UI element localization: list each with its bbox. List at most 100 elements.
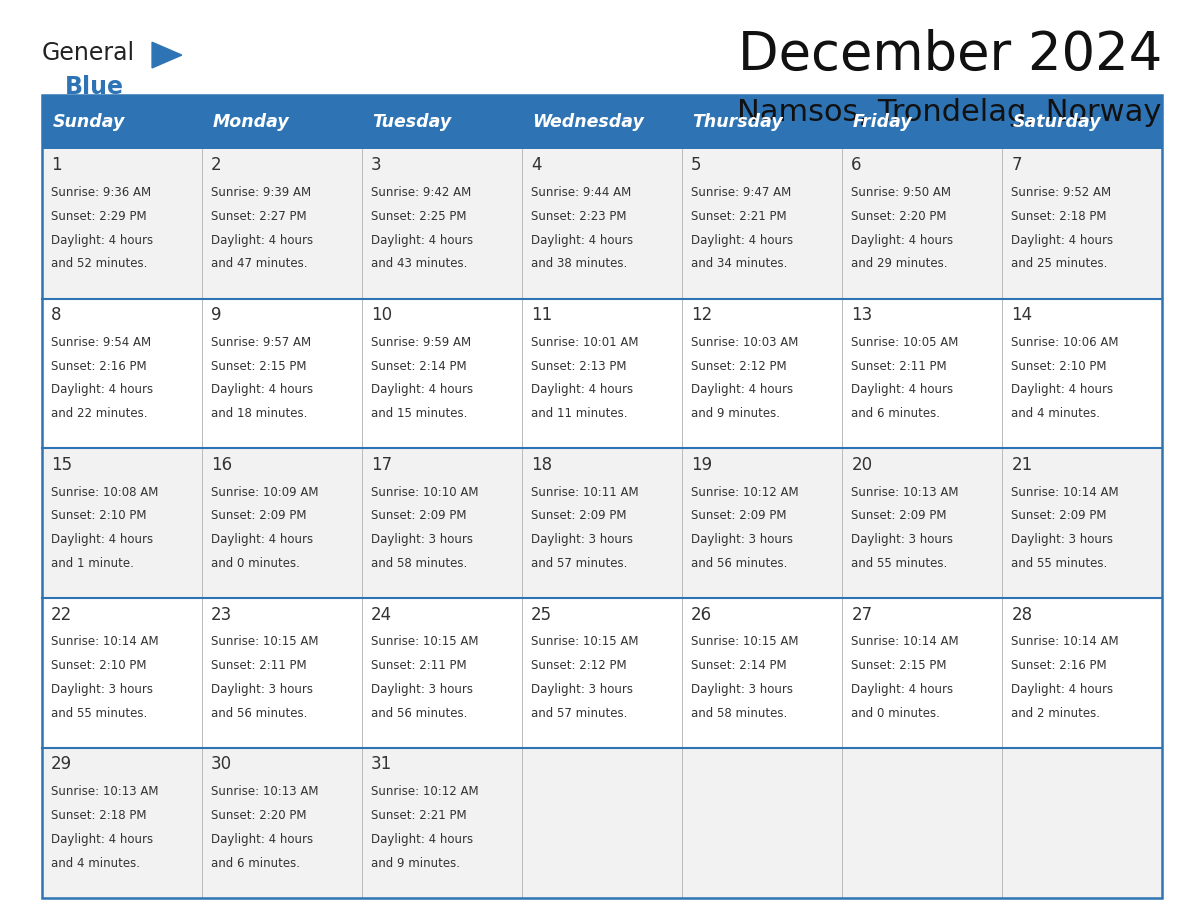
Text: Sunrise: 9:50 AM: Sunrise: 9:50 AM [852, 185, 952, 199]
Text: 22: 22 [51, 606, 72, 623]
Text: 24: 24 [371, 606, 392, 623]
Text: Sunrise: 10:10 AM: Sunrise: 10:10 AM [371, 486, 479, 498]
Text: Daylight: 4 hours: Daylight: 4 hours [211, 833, 314, 845]
Text: 15: 15 [51, 455, 72, 474]
Text: Daylight: 3 hours: Daylight: 3 hours [51, 683, 153, 696]
Bar [202, 298, 361, 448]
Text: and 15 minutes.: and 15 minutes. [371, 408, 468, 420]
Text: 18: 18 [531, 455, 552, 474]
Text: 10: 10 [371, 306, 392, 324]
Text: Sunday: Sunday [52, 113, 125, 131]
Text: Sunrise: 9:36 AM: Sunrise: 9:36 AM [51, 185, 151, 199]
Text: Monday: Monday [213, 113, 289, 131]
Text: Sunrise: 10:14 AM: Sunrise: 10:14 AM [1011, 635, 1119, 648]
Bar [682, 748, 842, 898]
Text: Sunrise: 10:13 AM: Sunrise: 10:13 AM [852, 486, 959, 498]
Text: 21: 21 [1011, 455, 1032, 474]
Polygon shape [152, 42, 182, 68]
Bar [42, 599, 202, 748]
Text: Sunrise: 10:15 AM: Sunrise: 10:15 AM [371, 635, 479, 648]
Text: and 52 minutes.: and 52 minutes. [51, 257, 147, 271]
Text: and 11 minutes.: and 11 minutes. [531, 408, 627, 420]
Text: Sunrise: 10:13 AM: Sunrise: 10:13 AM [211, 785, 318, 798]
Text: and 58 minutes.: and 58 minutes. [371, 557, 467, 570]
Bar [1001, 95, 1162, 149]
Text: and 56 minutes.: and 56 minutes. [211, 707, 308, 720]
Text: Daylight: 4 hours: Daylight: 4 hours [691, 234, 794, 247]
Text: and 56 minutes.: and 56 minutes. [371, 707, 468, 720]
Text: Sunrise: 10:01 AM: Sunrise: 10:01 AM [531, 336, 639, 349]
Text: Daylight: 3 hours: Daylight: 3 hours [1011, 533, 1113, 546]
Text: and 1 minute.: and 1 minute. [51, 557, 134, 570]
Bar [522, 298, 682, 448]
Text: Sunrise: 10:15 AM: Sunrise: 10:15 AM [531, 635, 639, 648]
Bar [202, 748, 361, 898]
Text: Sunrise: 10:05 AM: Sunrise: 10:05 AM [852, 336, 959, 349]
Text: Sunset: 2:20 PM: Sunset: 2:20 PM [852, 209, 947, 223]
Text: and 2 minutes.: and 2 minutes. [1011, 707, 1100, 720]
Text: Sunrise: 9:54 AM: Sunrise: 9:54 AM [51, 336, 151, 349]
Text: Daylight: 4 hours: Daylight: 4 hours [852, 384, 954, 397]
Text: and 57 minutes.: and 57 minutes. [531, 557, 627, 570]
Text: Sunrise: 10:14 AM: Sunrise: 10:14 AM [1011, 486, 1119, 498]
Text: Daylight: 4 hours: Daylight: 4 hours [852, 683, 954, 696]
Text: 28: 28 [1011, 606, 1032, 623]
Text: Sunset: 2:18 PM: Sunset: 2:18 PM [51, 809, 146, 822]
Bar [1001, 448, 1162, 599]
Text: Daylight: 4 hours: Daylight: 4 hours [1011, 683, 1113, 696]
Bar [842, 748, 1001, 898]
Text: Daylight: 4 hours: Daylight: 4 hours [51, 234, 153, 247]
Bar [42, 95, 1162, 898]
Text: Daylight: 4 hours: Daylight: 4 hours [371, 833, 473, 845]
Bar [42, 748, 202, 898]
Text: and 6 minutes.: and 6 minutes. [211, 856, 301, 869]
Bar [361, 149, 522, 298]
Text: Daylight: 4 hours: Daylight: 4 hours [211, 234, 314, 247]
Text: Sunset: 2:29 PM: Sunset: 2:29 PM [51, 209, 146, 223]
Text: Sunrise: 10:15 AM: Sunrise: 10:15 AM [211, 635, 318, 648]
Text: Daylight: 4 hours: Daylight: 4 hours [211, 533, 314, 546]
Text: 23: 23 [211, 606, 233, 623]
Bar [42, 95, 202, 149]
Text: Sunset: 2:16 PM: Sunset: 2:16 PM [1011, 659, 1107, 672]
Text: Daylight: 4 hours: Daylight: 4 hours [211, 384, 314, 397]
Text: Sunrise: 9:47 AM: Sunrise: 9:47 AM [691, 185, 791, 199]
Text: Sunset: 2:11 PM: Sunset: 2:11 PM [371, 659, 467, 672]
Text: and 55 minutes.: and 55 minutes. [1011, 557, 1107, 570]
Text: Sunrise: 10:12 AM: Sunrise: 10:12 AM [691, 486, 798, 498]
Text: and 56 minutes.: and 56 minutes. [691, 557, 788, 570]
Text: 6: 6 [852, 156, 861, 174]
Bar [682, 599, 842, 748]
Text: Daylight: 3 hours: Daylight: 3 hours [852, 533, 953, 546]
Text: and 55 minutes.: and 55 minutes. [852, 557, 948, 570]
Text: Daylight: 4 hours: Daylight: 4 hours [1011, 234, 1113, 247]
Text: and 57 minutes.: and 57 minutes. [531, 707, 627, 720]
Text: December 2024: December 2024 [738, 29, 1162, 82]
Bar [361, 95, 522, 149]
Bar [361, 298, 522, 448]
Text: and 29 minutes.: and 29 minutes. [852, 257, 948, 271]
Text: and 0 minutes.: and 0 minutes. [211, 557, 301, 570]
Bar [522, 748, 682, 898]
Bar [522, 448, 682, 599]
Bar [42, 149, 202, 298]
Text: Friday: Friday [853, 113, 912, 131]
Text: Sunset: 2:10 PM: Sunset: 2:10 PM [1011, 360, 1107, 373]
Text: Sunset: 2:25 PM: Sunset: 2:25 PM [371, 209, 467, 223]
Text: Sunrise: 9:52 AM: Sunrise: 9:52 AM [1011, 185, 1112, 199]
Text: Sunset: 2:15 PM: Sunset: 2:15 PM [211, 360, 307, 373]
Text: Sunset: 2:15 PM: Sunset: 2:15 PM [852, 659, 947, 672]
Text: 19: 19 [691, 455, 713, 474]
Text: Wednesday: Wednesday [532, 113, 644, 131]
Text: 11: 11 [531, 306, 552, 324]
Text: Sunset: 2:16 PM: Sunset: 2:16 PM [51, 360, 146, 373]
Text: and 6 minutes.: and 6 minutes. [852, 408, 940, 420]
Text: and 55 minutes.: and 55 minutes. [51, 707, 147, 720]
Text: Sunset: 2:18 PM: Sunset: 2:18 PM [1011, 209, 1107, 223]
Text: 12: 12 [691, 306, 713, 324]
Text: Sunset: 2:09 PM: Sunset: 2:09 PM [531, 509, 627, 522]
Text: Sunrise: 10:14 AM: Sunrise: 10:14 AM [852, 635, 959, 648]
Text: 20: 20 [852, 455, 872, 474]
Text: 8: 8 [51, 306, 62, 324]
Text: Namsos, Trondelag, Norway: Namsos, Trondelag, Norway [738, 98, 1162, 128]
